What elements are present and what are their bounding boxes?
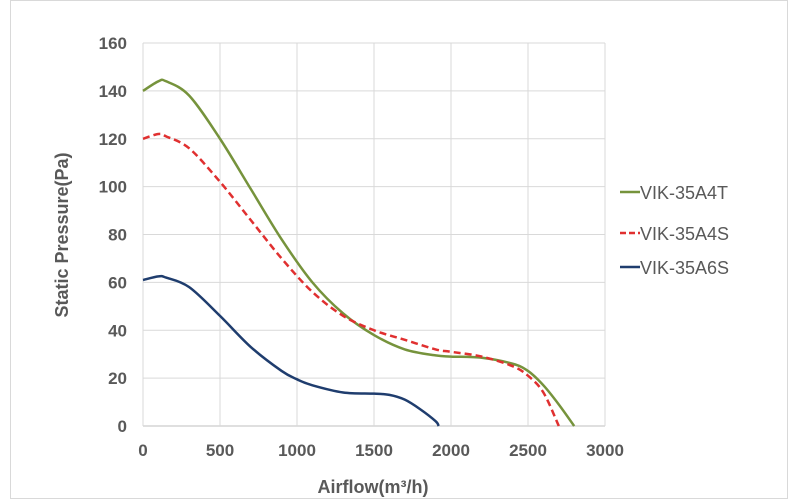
y-tick-label: 40 (108, 321, 127, 340)
x-tick-label: 2000 (432, 441, 470, 460)
y-tick-label: 160 (99, 34, 127, 53)
y-tick-labels: 0 20 40 60 80 100 120 140 160 (99, 34, 127, 436)
grid (142, 42, 606, 427)
series-line-2 (142, 132, 560, 427)
y-tick-label: 0 (118, 417, 127, 436)
legend-label-2: VIK-35A4S (640, 224, 729, 244)
series-lines (142, 78, 576, 427)
legend-label-3: VIK-35A6S (640, 258, 729, 278)
x-tick-labels: 0 500 1000 1500 2000 2500 3000 (138, 441, 624, 460)
x-tick-label: 500 (206, 441, 234, 460)
x-axis-title: Airflow(m³/h) (318, 477, 429, 497)
series-line-3 (142, 274, 440, 427)
x-tick-label: 0 (138, 441, 147, 460)
x-tick-label: 1500 (355, 441, 393, 460)
x-tick-label: 2500 (509, 441, 547, 460)
legend: VIK-35A4T VIK-35A4S VIK-35A6S (620, 183, 729, 278)
y-tick-label: 140 (99, 82, 127, 101)
y-axis-title: Static Pressure(Pa) (52, 152, 72, 317)
y-tick-label: 80 (108, 226, 127, 245)
x-tick-label: 1000 (278, 441, 316, 460)
series-line-1 (142, 78, 576, 427)
chart-frame (10, 0, 788, 499)
x-tick-label: 3000 (586, 441, 624, 460)
y-tick-label: 120 (99, 130, 127, 149)
y-tick-label: 100 (99, 178, 127, 197)
legend-label-1: VIK-35A4T (640, 183, 728, 203)
y-tick-label: 60 (108, 273, 127, 292)
y-tick-label: 20 (108, 369, 127, 388)
